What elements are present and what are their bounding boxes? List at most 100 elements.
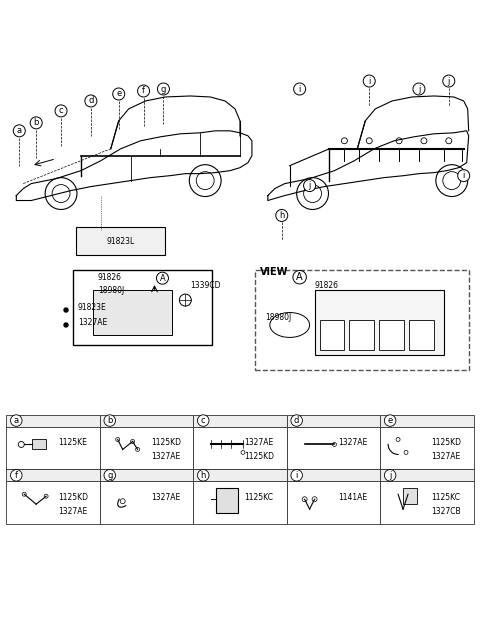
Ellipse shape (270, 312, 310, 337)
Text: 1141AE: 1141AE (338, 493, 367, 502)
Bar (32, 440, 46, 449)
Text: 1327AE: 1327AE (78, 318, 107, 327)
Bar (6, 470, 100, 481)
Text: i: i (368, 77, 371, 86)
Bar (287, 427, 380, 470)
Text: i: i (296, 471, 298, 480)
Text: j: j (389, 471, 391, 480)
Circle shape (436, 165, 468, 197)
Text: 18980J: 18980J (98, 286, 124, 295)
Circle shape (396, 138, 402, 144)
Text: j: j (447, 77, 450, 86)
Circle shape (366, 138, 372, 144)
Circle shape (189, 165, 221, 197)
Text: c: c (201, 416, 205, 425)
Text: 91826: 91826 (98, 273, 122, 282)
Bar (403, 488, 417, 504)
Bar (193, 481, 287, 524)
Circle shape (333, 442, 336, 447)
Circle shape (304, 185, 322, 203)
Text: 1339CD: 1339CD (190, 281, 221, 290)
Text: j: j (418, 84, 420, 93)
Text: e: e (387, 416, 393, 425)
Circle shape (52, 185, 70, 203)
Bar (287, 415, 380, 427)
Circle shape (396, 438, 400, 442)
Text: 1125KD: 1125KD (58, 493, 88, 502)
Circle shape (341, 138, 348, 144)
Text: 1125KE: 1125KE (58, 438, 86, 447)
Text: 1327AE: 1327AE (432, 452, 461, 461)
Bar (76, 227, 166, 255)
Circle shape (446, 138, 452, 144)
Circle shape (421, 138, 427, 144)
Text: i: i (463, 171, 465, 180)
Text: i: i (299, 84, 301, 93)
Circle shape (241, 450, 245, 454)
Bar (380, 470, 474, 481)
Bar (380, 415, 474, 427)
Text: h: h (201, 471, 206, 480)
Text: 1327AE: 1327AE (151, 493, 180, 502)
Bar (314, 290, 444, 355)
Circle shape (443, 172, 461, 190)
Circle shape (180, 294, 192, 306)
Text: 1125KC: 1125KC (245, 493, 274, 502)
Circle shape (131, 440, 134, 443)
Bar (287, 481, 380, 524)
Text: h: h (279, 211, 285, 220)
Text: g: g (161, 84, 166, 93)
Bar (379, 320, 404, 350)
Text: d: d (294, 416, 300, 425)
Circle shape (297, 178, 328, 210)
Bar (380, 427, 474, 470)
Circle shape (18, 442, 24, 447)
Text: 1125KD: 1125KD (245, 452, 275, 461)
Bar (193, 470, 287, 481)
Bar (409, 320, 434, 350)
Text: A: A (296, 272, 303, 282)
Circle shape (22, 492, 26, 497)
Circle shape (196, 172, 214, 190)
Bar (93, 290, 172, 335)
Bar (100, 481, 193, 524)
Bar (193, 427, 287, 470)
Text: j: j (309, 181, 311, 190)
Circle shape (312, 497, 317, 502)
Bar (380, 481, 474, 524)
Bar (287, 470, 380, 481)
Circle shape (302, 497, 307, 502)
Bar (349, 320, 374, 350)
Circle shape (404, 450, 408, 454)
Text: 1327CB: 1327CB (432, 507, 461, 516)
Text: a: a (14, 416, 19, 425)
Circle shape (136, 447, 140, 451)
Circle shape (64, 323, 68, 327)
Bar (255, 270, 468, 370)
Text: 18980J: 18980J (265, 313, 291, 322)
Text: 91823L: 91823L (107, 237, 135, 246)
Circle shape (44, 494, 48, 498)
Text: b: b (107, 416, 112, 425)
Bar (320, 320, 344, 350)
Text: 91826: 91826 (314, 281, 338, 290)
Bar (100, 427, 193, 470)
Bar (100, 470, 193, 481)
Bar (6, 481, 100, 524)
Text: 1125KD: 1125KD (432, 438, 462, 447)
Text: 91823E: 91823E (78, 303, 107, 312)
Bar (193, 415, 287, 427)
Text: 1327AE: 1327AE (58, 507, 87, 516)
Circle shape (64, 308, 68, 312)
Text: c: c (59, 107, 63, 116)
Text: d: d (88, 96, 94, 105)
Circle shape (116, 438, 120, 442)
Circle shape (45, 178, 77, 210)
Circle shape (120, 498, 125, 504)
Text: e: e (116, 89, 121, 98)
Text: VIEW: VIEW (260, 267, 288, 277)
Text: A: A (159, 273, 165, 282)
Bar (73, 270, 212, 345)
Text: f: f (15, 471, 18, 480)
Bar (6, 415, 100, 427)
